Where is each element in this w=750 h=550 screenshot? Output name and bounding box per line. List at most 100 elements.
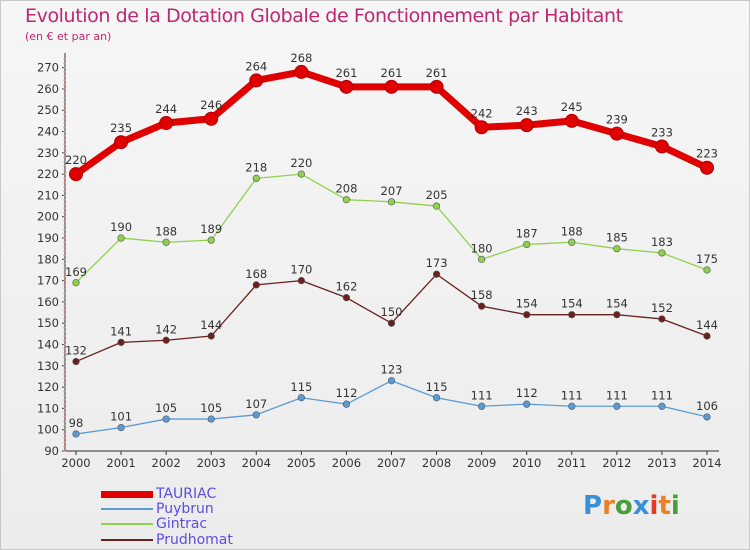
data-label-prudhomat: 154 bbox=[606, 297, 628, 311]
y-tick-label: 170 bbox=[37, 274, 59, 288]
x-tick-label: 2007 bbox=[377, 456, 406, 470]
y-tick-label: 200 bbox=[37, 210, 59, 224]
data-label-prudhomat: 162 bbox=[335, 280, 357, 294]
data-label-puybrun: 115 bbox=[290, 380, 312, 394]
data-label-gintrac: 187 bbox=[516, 226, 538, 240]
x-tick-label: 2013 bbox=[647, 456, 676, 470]
data-point-puybrun bbox=[568, 402, 576, 410]
x-tick-label: 2011 bbox=[557, 456, 586, 470]
data-label-puybrun: 107 bbox=[245, 397, 267, 411]
data-point-tauriac bbox=[159, 116, 174, 131]
data-point-prudhomat bbox=[478, 302, 486, 310]
data-label-puybrun: 111 bbox=[471, 388, 493, 402]
legend-label: TAURIAC bbox=[156, 486, 217, 502]
y-tick-label: 260 bbox=[37, 82, 59, 96]
y-tick-label: 230 bbox=[37, 146, 59, 160]
y-tick-label: 120 bbox=[37, 380, 59, 394]
data-point-tauriac bbox=[700, 160, 714, 175]
x-tick-label: 2012 bbox=[602, 456, 631, 470]
data-point-prudhomat bbox=[703, 332, 711, 340]
data-label-gintrac: 189 bbox=[200, 222, 222, 236]
data-label-prudhomat: 142 bbox=[155, 322, 177, 336]
y-tick-label: 270 bbox=[37, 61, 59, 75]
data-label-gintrac: 205 bbox=[426, 188, 448, 202]
legend-swatch bbox=[101, 508, 153, 510]
data-label-gintrac: 218 bbox=[245, 160, 267, 174]
y-tick-label: 110 bbox=[37, 401, 59, 415]
data-label-gintrac: 183 bbox=[651, 235, 673, 249]
data-label-gintrac: 208 bbox=[335, 182, 357, 196]
data-label-prudhomat: 152 bbox=[651, 301, 673, 315]
x-tick-label: 2008 bbox=[422, 456, 451, 470]
data-point-prudhomat bbox=[297, 277, 305, 285]
data-label-prudhomat: 150 bbox=[381, 305, 403, 319]
y-tick-label: 240 bbox=[37, 125, 59, 139]
data-point-gintrac bbox=[162, 238, 170, 246]
data-label-tauriac: 220 bbox=[65, 153, 87, 167]
data-label-gintrac: 175 bbox=[696, 252, 718, 266]
legend-swatch bbox=[101, 539, 153, 541]
data-point-prudhomat bbox=[207, 332, 215, 340]
x-tick-label: 2005 bbox=[287, 456, 316, 470]
data-label-prudhomat: 154 bbox=[516, 297, 538, 311]
legend-item-gintrac: Gintrac bbox=[101, 516, 207, 532]
y-tick-label: 220 bbox=[37, 167, 59, 181]
data-label-gintrac: 180 bbox=[471, 241, 493, 255]
data-label-tauriac: 245 bbox=[561, 100, 583, 114]
data-point-puybrun bbox=[207, 415, 215, 423]
data-label-gintrac: 169 bbox=[65, 265, 87, 279]
y-tick-label: 100 bbox=[37, 423, 59, 437]
chart-subtitle: (en € et par an) bbox=[25, 30, 112, 43]
data-label-puybrun: 112 bbox=[516, 386, 538, 400]
data-label-puybrun: 98 bbox=[69, 416, 84, 430]
data-point-prudhomat bbox=[117, 338, 125, 346]
x-tick-label: 2004 bbox=[242, 456, 271, 470]
data-label-tauriac: 223 bbox=[696, 147, 718, 161]
y-tick-label: 140 bbox=[37, 338, 59, 352]
data-point-prudhomat bbox=[613, 311, 621, 319]
y-tick-label: 130 bbox=[37, 359, 59, 373]
data-point-gintrac bbox=[613, 245, 621, 253]
logo-letter: P bbox=[583, 491, 603, 521]
legend-label: Puybrun bbox=[156, 501, 214, 517]
data-label-tauriac: 239 bbox=[606, 113, 628, 127]
data-point-tauriac bbox=[429, 79, 444, 94]
x-tick-label: 2014 bbox=[692, 456, 721, 470]
data-point-gintrac bbox=[297, 170, 305, 178]
data-point-prudhomat bbox=[658, 315, 666, 323]
data-point-tauriac bbox=[384, 79, 399, 94]
data-point-prudhomat bbox=[342, 294, 351, 302]
data-point-gintrac bbox=[252, 174, 260, 182]
data-point-gintrac bbox=[72, 279, 80, 287]
data-label-tauriac: 235 bbox=[110, 121, 132, 135]
data-point-prudhomat bbox=[523, 311, 531, 319]
chart-title: Evolution de la Dotation Globale de Fonc… bbox=[25, 5, 623, 27]
data-label-tauriac: 261 bbox=[381, 66, 403, 80]
data-point-puybrun bbox=[387, 377, 396, 385]
data-label-gintrac: 207 bbox=[381, 184, 403, 198]
data-label-puybrun: 111 bbox=[651, 388, 673, 402]
data-label-prudhomat: 144 bbox=[200, 318, 222, 332]
data-label-tauriac: 233 bbox=[651, 125, 673, 139]
y-tick-label: 180 bbox=[37, 252, 59, 266]
data-point-gintrac bbox=[387, 198, 396, 206]
data-point-gintrac bbox=[658, 249, 666, 257]
logo-letter: t bbox=[658, 491, 671, 521]
data-point-puybrun bbox=[658, 402, 666, 410]
data-point-puybrun bbox=[117, 423, 125, 432]
data-point-puybrun bbox=[432, 394, 441, 402]
data-label-puybrun: 105 bbox=[155, 401, 177, 415]
data-point-gintrac bbox=[432, 202, 441, 210]
data-label-prudhomat: 144 bbox=[696, 318, 718, 332]
data-point-gintrac bbox=[523, 240, 531, 249]
data-point-gintrac bbox=[342, 196, 351, 204]
data-point-tauriac bbox=[69, 167, 83, 182]
data-point-prudhomat bbox=[568, 311, 576, 319]
data-point-puybrun bbox=[703, 413, 711, 421]
logo-letter: i bbox=[670, 491, 680, 521]
data-label-puybrun: 111 bbox=[561, 388, 583, 402]
y-tick-label: 190 bbox=[37, 231, 59, 245]
data-point-puybrun bbox=[252, 411, 260, 419]
legend-swatch bbox=[101, 490, 153, 498]
data-point-gintrac bbox=[478, 255, 486, 263]
